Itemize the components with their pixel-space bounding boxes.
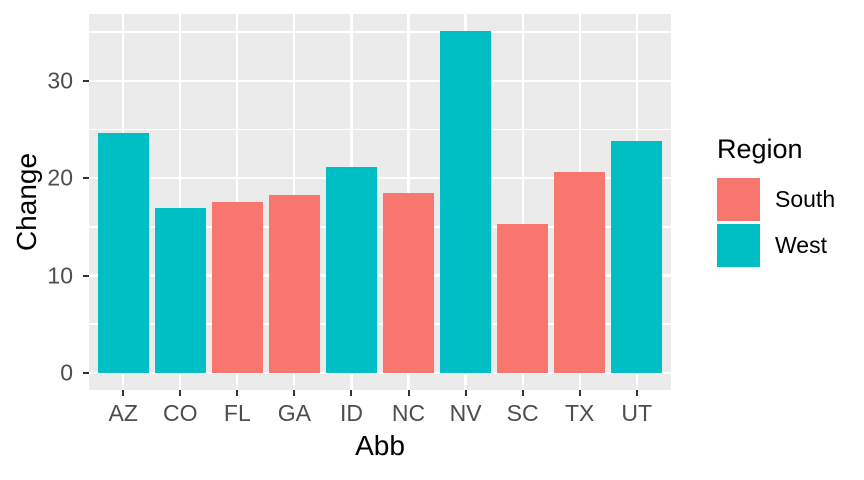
x-axis-title: Abb — [355, 430, 405, 461]
x-tick-label: FL — [223, 400, 251, 426]
bar-ID — [325, 167, 378, 373]
legend-key-west: West — [717, 224, 835, 267]
y-tick-label: 30 — [47, 67, 73, 94]
x-tick-mark — [407, 390, 410, 396]
x-tick-mark — [464, 390, 467, 396]
gridline-minor — [89, 226, 671, 228]
x-tick-mark — [179, 390, 182, 396]
legend-label-west: West — [775, 232, 827, 258]
x-tick-mark — [635, 390, 638, 396]
gridline-major — [89, 274, 671, 277]
x-tick-label: GA — [277, 400, 312, 426]
bar-AZ — [97, 133, 149, 373]
bar-CO — [154, 208, 206, 373]
y-tick-label: 20 — [47, 164, 73, 191]
x-tick-mark — [236, 390, 239, 396]
x-tick-label: AZ — [108, 400, 138, 426]
y-tick-label: 0 — [60, 359, 73, 386]
bar-NC — [382, 192, 435, 373]
bar-SC — [496, 223, 549, 373]
gridline-major — [89, 177, 671, 180]
x-tick-mark — [122, 390, 125, 396]
legend-swatch-south — [717, 178, 760, 221]
gridline-vertical — [179, 14, 182, 390]
legend-label-south: South — [775, 186, 836, 212]
plot-panel — [89, 14, 671, 390]
x-tick-mark — [578, 390, 581, 396]
gridline-minor — [89, 323, 671, 325]
legend-swatch-west — [717, 224, 760, 267]
x-tick-label: TX — [565, 400, 595, 426]
x-tick-mark — [293, 390, 296, 396]
gridline-minor — [89, 128, 671, 131]
y-tick-mark — [83, 274, 89, 277]
bar-TX — [554, 172, 606, 373]
bar-FL — [211, 201, 264, 373]
bar-UT — [611, 141, 663, 373]
x-tick-label: UT — [621, 400, 653, 426]
legend: Region South West — [717, 134, 835, 270]
x-tick-label: ID — [339, 400, 363, 426]
x-tick-mark — [521, 390, 524, 396]
gridline-major — [89, 79, 671, 82]
x-tick-label: CO — [163, 400, 198, 426]
y-tick-label: 10 — [47, 262, 73, 288]
x-tick-label: SC — [506, 400, 539, 426]
x-tick-label: NV — [449, 400, 482, 426]
gridline-major — [89, 371, 671, 374]
legend-key-south: South — [717, 178, 835, 221]
y-tick-mark — [83, 371, 89, 374]
y-tick-mark — [83, 177, 89, 180]
bar-GA — [268, 194, 321, 373]
y-tick-mark — [83, 79, 89, 82]
bar-NV — [439, 31, 492, 373]
gridline-vertical — [521, 14, 524, 390]
x-tick-mark — [350, 390, 353, 396]
legend-title: Region — [717, 134, 803, 164]
x-tick-label: NC — [391, 400, 426, 426]
gridline-minor — [89, 31, 671, 33]
